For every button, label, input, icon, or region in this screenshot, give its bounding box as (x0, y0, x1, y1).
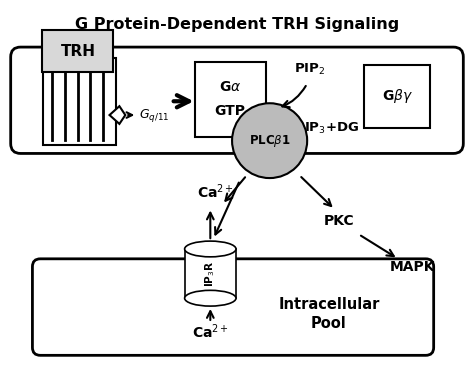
Text: PKC: PKC (323, 214, 354, 228)
Text: Ca$^{2+}$: Ca$^{2+}$ (192, 322, 229, 341)
Circle shape (232, 103, 307, 178)
Text: Ca$^{2+}$: Ca$^{2+}$ (197, 182, 234, 201)
Text: IP$_3$+DG: IP$_3$+DG (304, 121, 359, 137)
FancyBboxPatch shape (43, 58, 117, 145)
Ellipse shape (184, 290, 236, 306)
FancyBboxPatch shape (11, 47, 463, 153)
Text: G Protein-Dependent TRH Signaling: G Protein-Dependent TRH Signaling (75, 16, 399, 31)
Text: GTP: GTP (215, 104, 246, 118)
Text: IP$_3$R: IP$_3$R (203, 260, 217, 287)
Polygon shape (109, 106, 125, 124)
Text: G$\alpha$: G$\alpha$ (219, 80, 241, 94)
FancyBboxPatch shape (184, 249, 236, 298)
Text: Intracellular
Pool: Intracellular Pool (278, 297, 380, 331)
Text: TRH: TRH (60, 43, 95, 58)
FancyBboxPatch shape (42, 30, 113, 72)
Text: $G_{q/11}$: $G_{q/11}$ (139, 107, 170, 123)
Ellipse shape (184, 241, 236, 257)
Text: MAPK: MAPK (390, 260, 436, 274)
FancyBboxPatch shape (365, 65, 430, 128)
Text: PLC$\beta$1: PLC$\beta$1 (249, 132, 291, 149)
FancyBboxPatch shape (32, 259, 434, 356)
FancyBboxPatch shape (194, 62, 265, 137)
Text: G$\beta\gamma$: G$\beta\gamma$ (382, 87, 413, 105)
Text: PIP$_2$: PIP$_2$ (294, 62, 326, 77)
